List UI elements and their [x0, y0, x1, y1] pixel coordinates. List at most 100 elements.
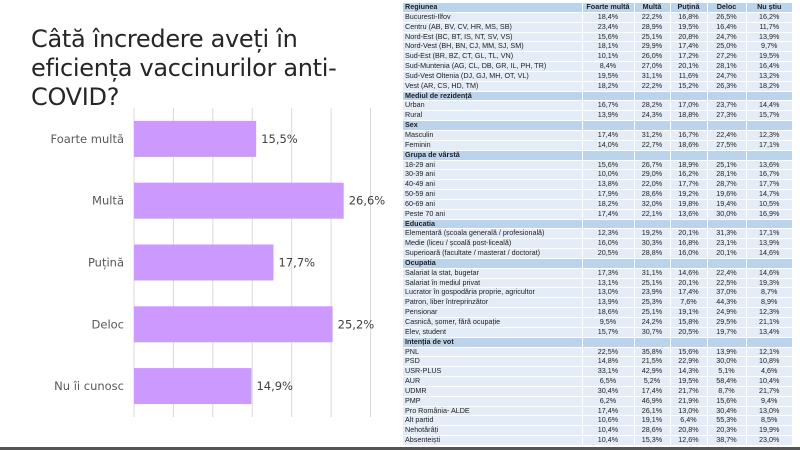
row-label: Urban: [403, 100, 582, 112]
table-row: Nord-Vest (BH, BN, CJ, MM, SJ, SM) 18,1% 2…: [403, 41, 792, 53]
table-cell: 22,5%: [581, 347, 634, 358]
table-row: Absenteiști 10,4% 15,3% 12,6% 38,7% 23,0%: [403, 435, 792, 446]
category-label: Multă: [92, 194, 124, 208]
table-cell: 17,4%: [669, 41, 707, 53]
value-label: 17,7%: [279, 256, 316, 270]
row-label: Rural: [403, 110, 582, 122]
section-empty-cell: [745, 258, 792, 269]
row-label: USR-PLUS: [403, 366, 582, 378]
table-cell: 30,0%: [706, 209, 746, 220]
table-row: Nord-Est (BC, BT, IS, NT, SV, VS) 15,6% 25…: [403, 32, 792, 43]
table-cell: 22,0%: [633, 179, 670, 191]
table-row: 40-49 ani 13,8% 22,0% 17,7% 28,7% 17,7%: [403, 179, 792, 191]
table-section-row: Educatia: [403, 219, 792, 230]
table-cell: 31,1%: [633, 268, 670, 279]
section-empty-cell: [706, 150, 746, 161]
table-cell: 19,3%: [745, 278, 792, 289]
row-label: Alt partid: [403, 415, 582, 427]
table-row: Feminin 14,0% 22,7% 18,6% 27,5% 17,1%: [403, 140, 792, 151]
category-label: Foarte multă: [51, 132, 125, 146]
table-cell: 32,0%: [633, 199, 670, 210]
section-empty-cell: [706, 120, 746, 131]
table-cell: 14,7%: [745, 189, 792, 200]
table-cell: 16,2%: [669, 169, 707, 181]
table-cell: 21,7%: [669, 386, 707, 397]
table-row: Patron, liber întreprinzător 13,9% 25,3% 7,…: [403, 297, 792, 309]
column-header: Deloc: [706, 3, 746, 13]
table-cell: 28,1%: [706, 61, 746, 72]
table-row: Lucrator în gospodăria proprie, agricult…: [403, 287, 792, 299]
slide-title: Câtă încredere aveți în eficiența vaccin…: [31, 25, 337, 111]
row-label: Medie (liceu / școală post-liceală): [403, 238, 582, 250]
column-header: Puțină: [669, 3, 707, 13]
value-label: 14,9%: [256, 379, 293, 393]
table-row: Salariat la stat, bugetar 17,3% 31,1% 14,6%…: [403, 268, 792, 279]
row-label: Sud-Est (BR, BZ, CT, GL, TL, VN): [403, 51, 582, 63]
table-cell: 23,1%: [706, 238, 746, 250]
table-cell: 8,7%: [706, 386, 746, 397]
table-cell: 31,1%: [633, 71, 670, 82]
table-cell: 15,8%: [669, 317, 707, 328]
table-row: 18-29 ani 15,6% 26,7% 18,9% 25,1% 13,6%: [403, 160, 792, 171]
section-empty-cell: [633, 120, 670, 131]
row-label: Nehotărâți: [403, 425, 582, 437]
table-cell: 13,9%: [581, 110, 634, 122]
table-cell: 33,1%: [581, 366, 634, 378]
table-row: Masculin 17,4% 31,2% 16,7% 22,4% 12,3%: [403, 130, 792, 141]
row-label: 40-49 ani: [403, 179, 582, 191]
table-cell: 21,9%: [669, 396, 707, 407]
table-cell: 30,3%: [633, 238, 670, 250]
row-label: Casnică, șomer, fără ocupație: [403, 317, 582, 328]
table-cell: 25,0%: [706, 41, 746, 53]
row-label: Pro România- ALDE: [403, 406, 582, 417]
table-cell: 13,8%: [581, 179, 634, 191]
row-label: Patron, liber întreprinzător: [403, 297, 582, 309]
table-body: Bucuresti-Ilfov 18,4% 22,2% 16,8% 26,5% 16,2%…: [403, 12, 792, 446]
table-cell: 25,1%: [633, 307, 670, 318]
section-empty-cell: [669, 120, 707, 131]
row-label: 18-29 ani: [403, 160, 582, 171]
table-row: 50-59 ani 17,9% 28,6% 19,2% 19,6% 14,7%: [403, 189, 792, 200]
table-cell: 27,0%: [633, 61, 670, 72]
table-row: USR-PLUS 33,1% 42,9% 14,3% 5,1% 4,6%: [403, 366, 792, 378]
table-cell: 10,1%: [581, 51, 634, 63]
table-cell: 26,1%: [633, 406, 670, 417]
table-row: Sud-Muntenia (AG, CL, DB, GR, IL, PH, TR…: [403, 61, 792, 72]
table-cell: 27,3%: [706, 110, 746, 122]
section-title: Educatia: [403, 219, 582, 230]
table-row: Sud-Est (BR, BZ, CT, GL, TL, VN) 10,1% 26,…: [403, 51, 792, 63]
table-cell: 16,7%: [669, 130, 707, 141]
table-cell: 20,5%: [669, 327, 707, 338]
table-cell: 25,1%: [633, 278, 670, 289]
table-cell: 22,4%: [706, 268, 746, 279]
table-cell: 14,4%: [745, 100, 792, 112]
table-cell: 17,4%: [581, 209, 634, 220]
section-empty-cell: [581, 258, 634, 269]
table-cell: 28,1%: [706, 169, 746, 181]
table-cell: 12,6%: [669, 435, 707, 446]
section-empty-cell: [633, 337, 670, 348]
table-cell: 23,0%: [745, 435, 792, 446]
table-cell: 46,9%: [633, 396, 670, 407]
section-empty-cell: [581, 219, 634, 230]
category-label: Puțină: [88, 256, 124, 270]
table-row: Sud-Vest Oltenia (DJ, GJ, MH, OT, VL) 19,…: [403, 71, 792, 82]
table-cell: 28,9%: [633, 22, 670, 33]
table-cell: 15,6%: [581, 32, 634, 43]
table-cell: 29,5%: [706, 317, 746, 328]
row-label: PNL: [403, 347, 582, 358]
table-cell: 20,3%: [706, 425, 746, 437]
table-cell: 20,1%: [669, 61, 707, 72]
table-cell: 9,7%: [745, 41, 792, 53]
table-cell: 13,9%: [706, 347, 746, 358]
section-empty-cell: [581, 337, 634, 348]
table-cell: 14,8%: [581, 356, 634, 368]
table-cell: 19,5%: [669, 22, 707, 33]
table-row: Centru (AB, BV, CV, HR, MS, SB) 23,4% 28,9…: [403, 22, 792, 33]
table-cell: 20,8%: [669, 32, 707, 43]
section-empty-cell: [706, 258, 746, 269]
section-empty-cell: [581, 91, 634, 102]
table-cell: 15,6%: [581, 160, 634, 171]
table-cell: 17,7%: [669, 179, 707, 191]
row-label: 60-69 ani: [403, 199, 582, 210]
